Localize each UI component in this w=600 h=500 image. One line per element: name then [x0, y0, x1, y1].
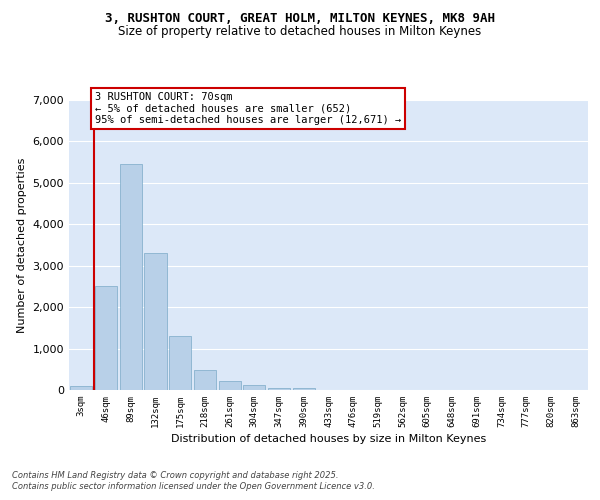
Bar	[145, 254, 167, 390]
Bar	[268, 388, 290, 390]
Bar	[95, 286, 117, 390]
Text: Contains HM Land Registry data © Crown copyright and database right 2025.: Contains HM Land Registry data © Crown c…	[12, 471, 338, 480]
Bar	[218, 381, 241, 390]
Bar	[70, 386, 92, 390]
Text: Size of property relative to detached houses in Milton Keynes: Size of property relative to detached ho…	[118, 25, 482, 38]
Bar	[293, 388, 315, 390]
Y-axis label: Number of detached properties: Number of detached properties	[17, 158, 27, 332]
Bar	[169, 336, 191, 390]
Text: Contains public sector information licensed under the Open Government Licence v3: Contains public sector information licen…	[12, 482, 375, 491]
Bar	[243, 386, 265, 390]
Bar	[119, 164, 142, 390]
Text: 3 RUSHTON COURT: 70sqm
← 5% of detached houses are smaller (652)
95% of semi-det: 3 RUSHTON COURT: 70sqm ← 5% of detached …	[95, 92, 401, 125]
X-axis label: Distribution of detached houses by size in Milton Keynes: Distribution of detached houses by size …	[171, 434, 486, 444]
Text: 3, RUSHTON COURT, GREAT HOLM, MILTON KEYNES, MK8 9AH: 3, RUSHTON COURT, GREAT HOLM, MILTON KEY…	[105, 12, 495, 26]
Bar	[194, 370, 216, 390]
